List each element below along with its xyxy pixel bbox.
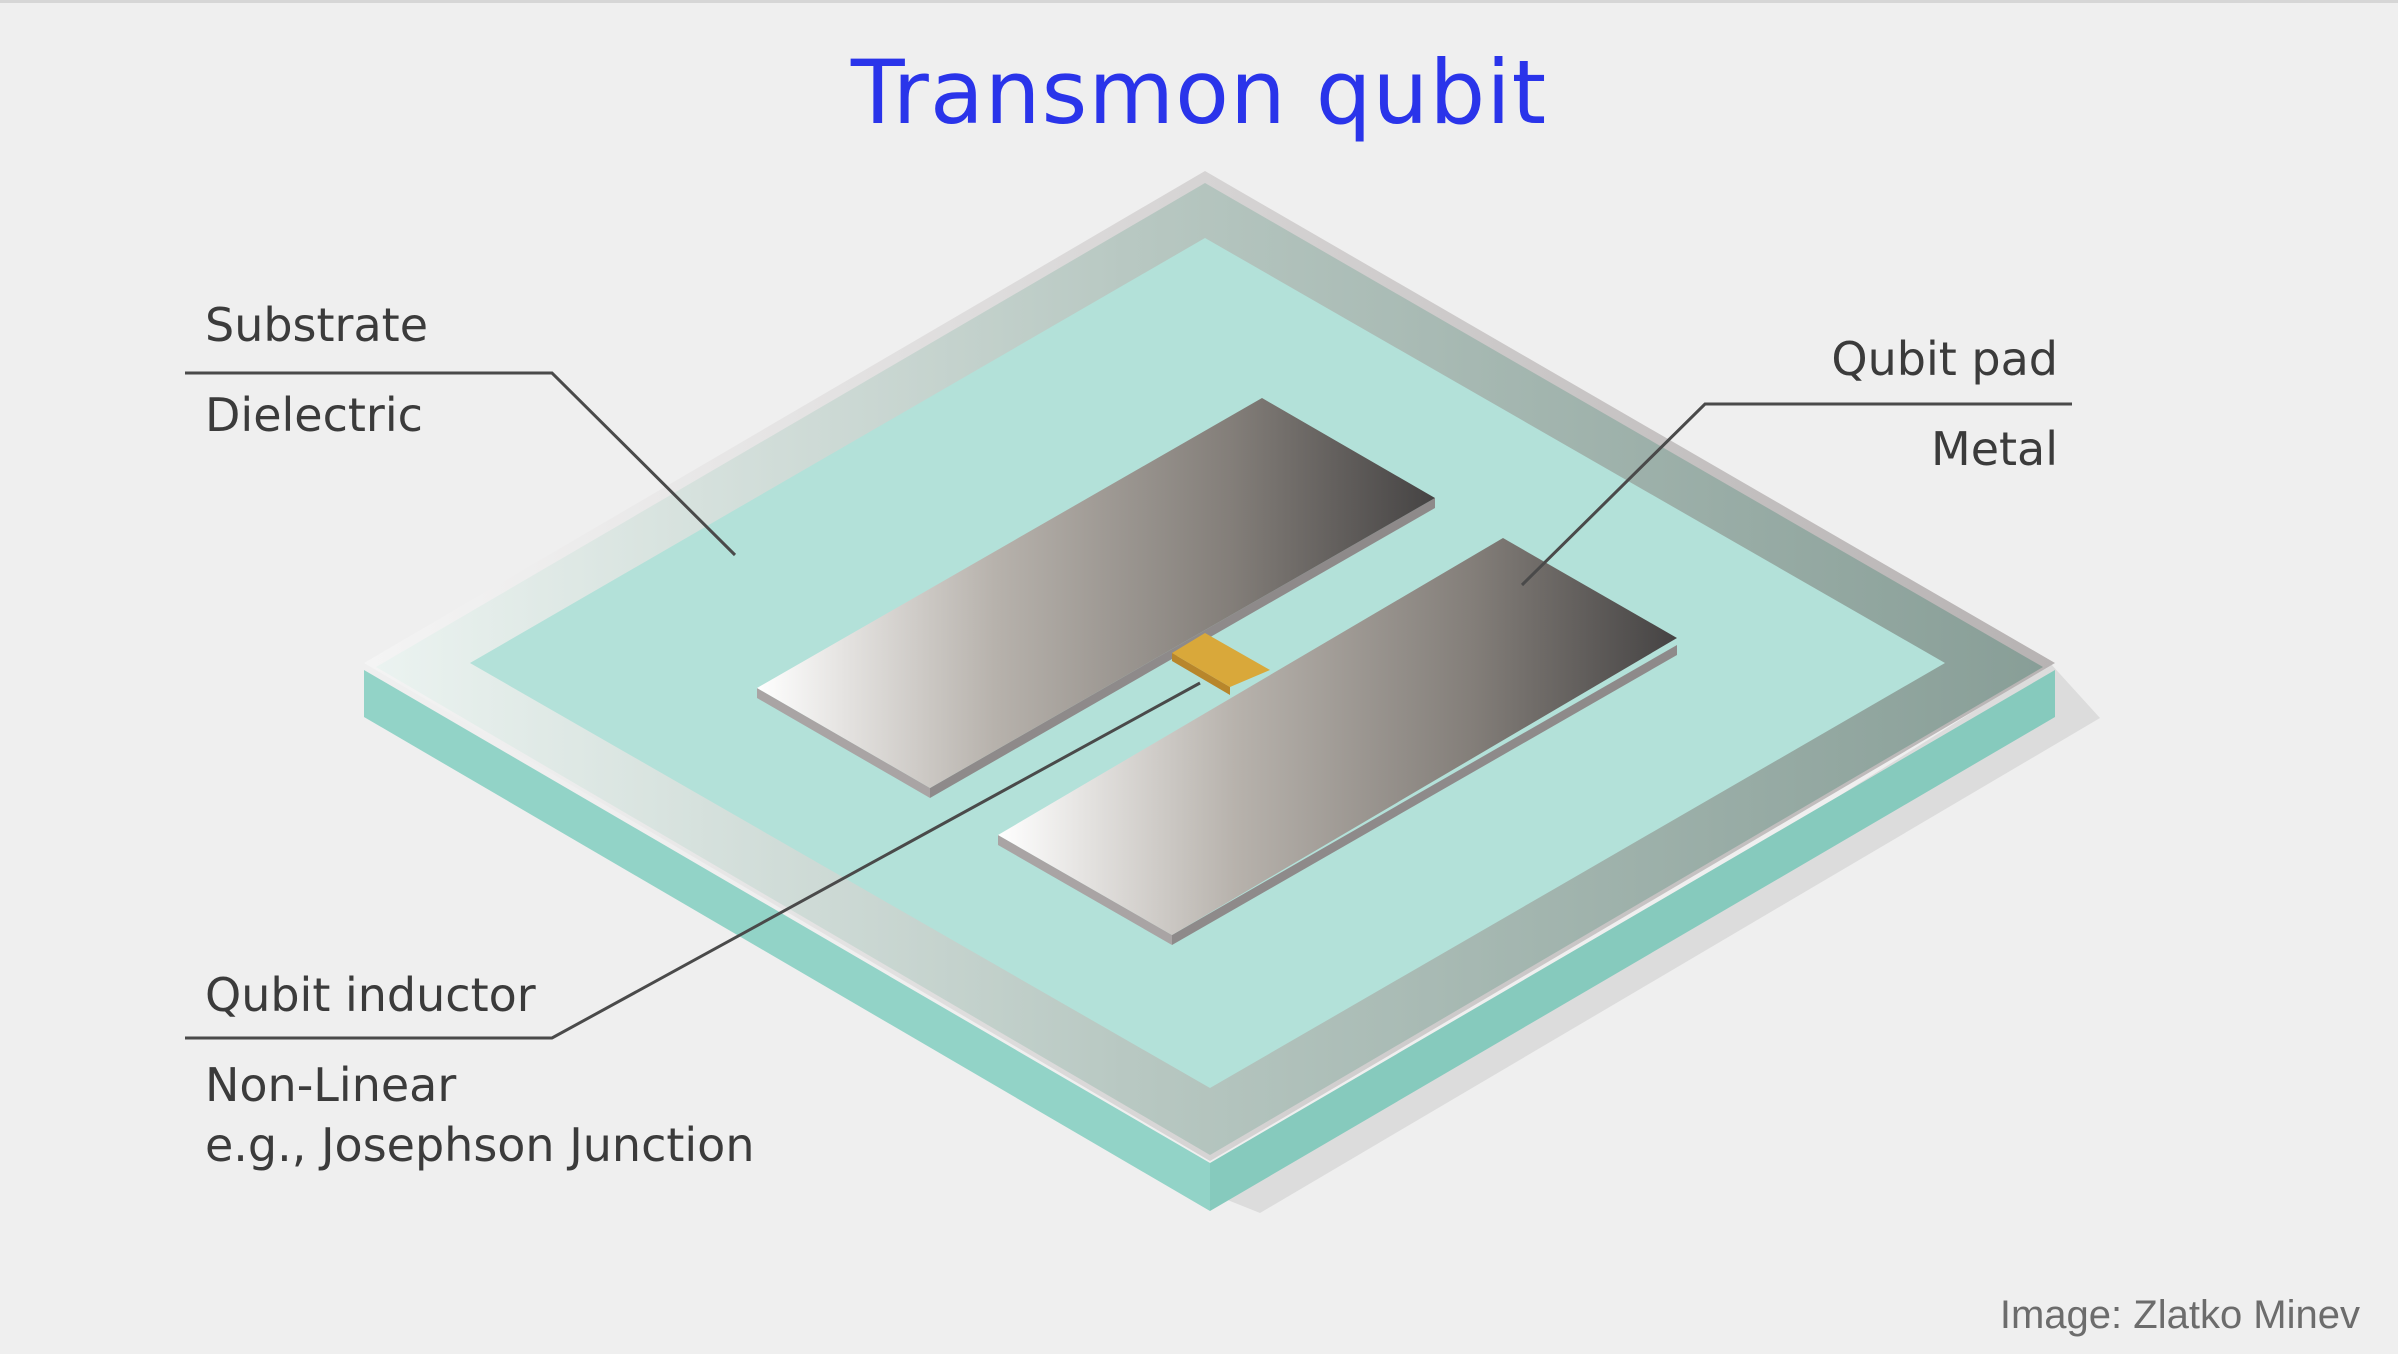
qubit-pad-lower xyxy=(998,538,1677,935)
substrate-detail-label: Dielectric xyxy=(205,388,423,442)
qubit-pad-label: Qubit pad xyxy=(1831,332,2058,386)
qubit-pad-upper xyxy=(757,398,1435,788)
image-credit: Image: Zlatko Minev xyxy=(1999,1293,2360,1337)
josephson-junction-side xyxy=(1172,653,1230,695)
josephson-junction xyxy=(1172,633,1270,687)
qubit-pad-detail-label: Metal xyxy=(1931,422,2058,476)
qubit-pad-leader-line xyxy=(1520,402,2072,587)
page-title: Transmon qubit xyxy=(850,41,1548,144)
qubit-inductor-detail-line1: Non-Linear xyxy=(205,1058,457,1112)
qubit-pad-lower-side-right xyxy=(1172,645,1677,945)
substrate-leader-line xyxy=(185,371,737,557)
qubit-inductor-label: Qubit inductor xyxy=(205,968,536,1022)
substrate-side-right xyxy=(1210,670,2055,1211)
transmon-illustration xyxy=(185,171,2100,1213)
substrate-label: Substrate xyxy=(205,298,428,352)
qubit-inductor-detail-line2: e.g., Josephson Junction xyxy=(205,1118,755,1172)
substrate-side-left xyxy=(364,670,1210,1211)
qubit-pad-lower-side xyxy=(998,835,1172,945)
qubit-pad-upper-side xyxy=(757,688,930,798)
qubit-inductor-leader-line xyxy=(185,681,1201,1040)
